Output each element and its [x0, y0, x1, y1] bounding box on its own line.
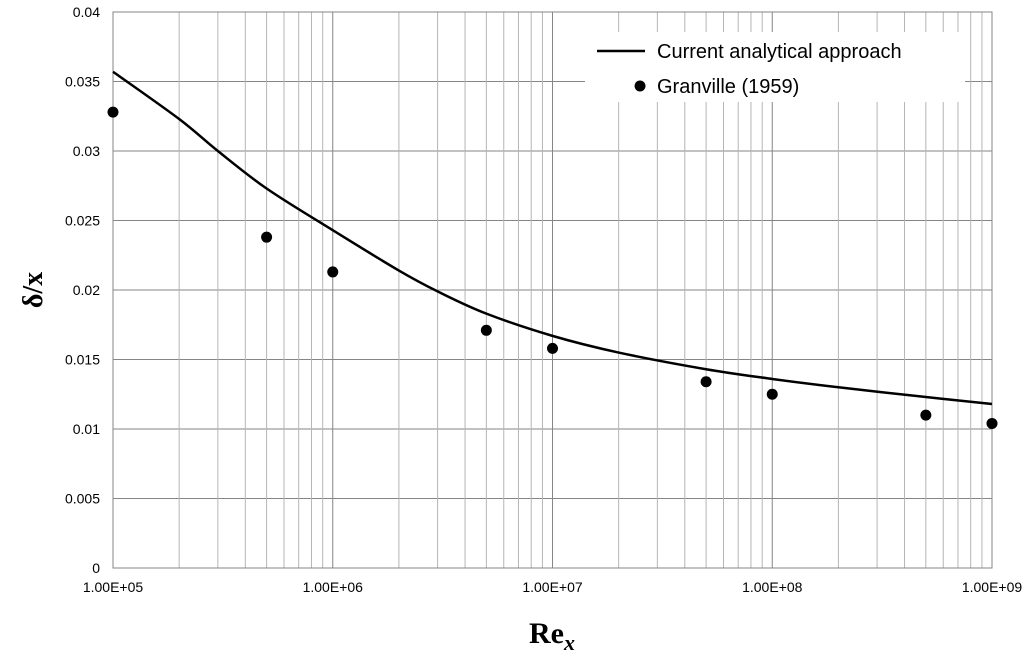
y-tick-label: 0.02	[73, 282, 100, 298]
x-tick-label: 1.00E+06	[303, 579, 364, 595]
y-tick-label: 0	[92, 560, 100, 576]
x-axis-title: Rex	[529, 617, 575, 655]
y-tick-label: 0.025	[65, 213, 100, 229]
legend-label-line: Current analytical approach	[657, 41, 902, 63]
y-tick-label: 0.015	[65, 352, 100, 368]
legend-marker-swatch	[634, 80, 646, 92]
y-tick-label: 0.04	[73, 4, 100, 20]
data-point-granville	[547, 342, 558, 354]
x-axis-title-main: Re	[529, 617, 564, 650]
series-line-analytical	[112, 70, 993, 406]
data-point-granville	[700, 376, 712, 388]
x-axis-title-subscript: x	[563, 630, 575, 655]
data-point-granville	[920, 409, 932, 421]
legend: Current analytical approach Granville (1…	[585, 32, 965, 102]
x-tick-labels: 1.00E+05 1.00E+06 1.00E+07 1.00E+08 1.00E+09	[83, 579, 1023, 595]
data-point-granville	[107, 106, 119, 118]
plot-frame	[112, 11, 993, 569]
grid	[112, 11, 993, 569]
legend-label-marker: Granville (1959)	[657, 76, 799, 98]
series-layer	[107, 70, 998, 429]
y-axis-title: δ/x	[18, 272, 49, 308]
y-tick-label: 0.01	[73, 421, 100, 437]
data-point-granville	[480, 324, 492, 336]
data-point-granville	[327, 266, 339, 278]
x-tick-label: 1.00E+07	[522, 579, 583, 595]
y-tick-label: 0.005	[65, 491, 100, 507]
x-tick-label: 1.00E+09	[962, 579, 1023, 595]
data-point-granville	[766, 388, 778, 400]
data-point-granville	[986, 417, 998, 429]
y-tick-labels: 0 0.005 0.01 0.015 0.02 0.025 0.03 0.035 0.04	[65, 4, 100, 576]
y-tick-label: 0.03	[73, 143, 100, 159]
data-point-granville	[261, 231, 273, 243]
y-tick-label: 0.035	[65, 74, 100, 90]
legend-box	[585, 32, 965, 102]
x-tick-label: 1.00E+08	[742, 579, 803, 595]
x-tick-label: 1.00E+05	[83, 579, 144, 595]
